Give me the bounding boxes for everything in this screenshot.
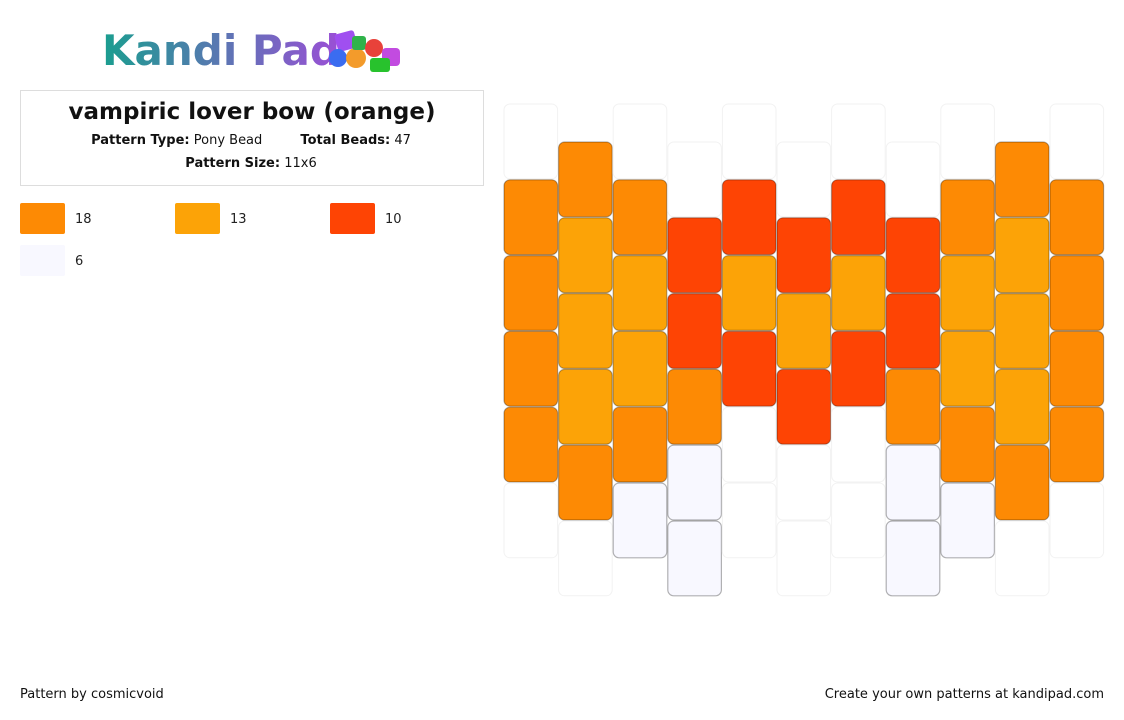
bead bbox=[1049, 330, 1105, 407]
bead bbox=[721, 255, 777, 332]
bead-grid bbox=[503, 103, 1105, 597]
legend-count: 13 bbox=[230, 212, 247, 227]
bead bbox=[667, 444, 723, 521]
bead bbox=[612, 406, 668, 483]
bead bbox=[612, 330, 668, 407]
empty-bead bbox=[1049, 482, 1105, 559]
empty-bead bbox=[558, 520, 613, 597]
empty-bead bbox=[503, 482, 559, 559]
bead bbox=[940, 406, 995, 483]
bead bbox=[940, 482, 995, 559]
bead bbox=[776, 217, 832, 294]
bead bbox=[994, 217, 1050, 294]
legend-count: 18 bbox=[75, 212, 92, 227]
bead bbox=[885, 217, 941, 294]
legend-swatch bbox=[175, 203, 220, 234]
bead bbox=[557, 141, 613, 218]
empty-bead bbox=[831, 406, 886, 483]
bead bbox=[612, 482, 668, 559]
bead bbox=[503, 255, 559, 332]
bead bbox=[940, 255, 995, 332]
empty-bead bbox=[940, 103, 995, 180]
logo: Kandi Pad bbox=[102, 26, 400, 75]
bead bbox=[557, 217, 613, 294]
bead bbox=[1049, 179, 1105, 256]
empty-bead bbox=[885, 141, 941, 218]
bead bbox=[885, 293, 941, 370]
logo-text: Kandi Pad bbox=[102, 26, 340, 75]
bead bbox=[1049, 255, 1105, 332]
empty-bead bbox=[612, 103, 668, 180]
bead bbox=[1049, 406, 1105, 483]
bead bbox=[503, 406, 559, 483]
empty-bead bbox=[776, 520, 832, 597]
bead bbox=[503, 179, 559, 256]
bead bbox=[557, 293, 613, 370]
legend-swatch bbox=[330, 203, 375, 234]
empty-bead bbox=[667, 141, 722, 218]
bead bbox=[994, 444, 1050, 521]
bead bbox=[885, 444, 941, 521]
label: Pattern Size: bbox=[185, 156, 281, 171]
site-link: Create your own patterns at kandipad.com bbox=[824, 687, 1104, 702]
bead bbox=[885, 368, 941, 445]
bead bbox=[885, 520, 941, 597]
bead bbox=[831, 255, 886, 332]
bead bbox=[503, 330, 559, 407]
empty-bead bbox=[721, 103, 777, 180]
empty-bead bbox=[721, 406, 777, 483]
legend-count: 10 bbox=[385, 212, 402, 227]
empty-bead bbox=[831, 482, 886, 559]
legend-swatch bbox=[20, 203, 65, 234]
bead bbox=[940, 330, 995, 407]
info-row: Pattern Size: 11x6 bbox=[21, 156, 483, 171]
empty-bead bbox=[776, 444, 832, 521]
legend-count: 6 bbox=[75, 254, 83, 269]
bead bbox=[940, 179, 995, 256]
bead bbox=[721, 179, 777, 256]
legend-swatch bbox=[20, 245, 65, 276]
info-box: vampiric lover bow (orange) Pattern Type… bbox=[20, 90, 484, 186]
bead bbox=[831, 330, 886, 407]
empty-bead bbox=[721, 482, 777, 559]
legend: 18 13 10 6 bbox=[20, 203, 402, 276]
bead bbox=[667, 293, 723, 370]
value: 47 bbox=[394, 133, 411, 148]
bead bbox=[612, 179, 668, 256]
bead bbox=[721, 330, 777, 407]
empty-bead bbox=[503, 103, 559, 180]
bead bbox=[994, 141, 1050, 218]
empty-bead bbox=[831, 103, 886, 180]
title: vampiric lover bow (orange) bbox=[68, 99, 436, 125]
bead bbox=[776, 368, 832, 445]
label: Pattern Type: bbox=[91, 133, 190, 148]
value: 11x6 bbox=[284, 156, 317, 171]
bead bbox=[776, 293, 832, 370]
bead bbox=[557, 444, 613, 521]
label: Total Beads: bbox=[300, 133, 391, 148]
author: Pattern by cosmicvoid bbox=[20, 687, 164, 702]
bead bbox=[994, 368, 1050, 445]
empty-bead bbox=[1049, 103, 1105, 180]
bead bbox=[831, 179, 886, 256]
bead bbox=[994, 293, 1050, 370]
bead bbox=[667, 520, 723, 597]
bead bbox=[667, 217, 723, 294]
empty-bead bbox=[776, 141, 832, 218]
bead bbox=[557, 368, 613, 445]
empty-bead bbox=[994, 520, 1050, 597]
value: Pony Bead bbox=[193, 133, 263, 148]
bead bbox=[667, 368, 723, 445]
bead bbox=[612, 255, 668, 332]
info-row: Pattern Type: Pony Bead Total Beads: 47 bbox=[21, 133, 483, 148]
